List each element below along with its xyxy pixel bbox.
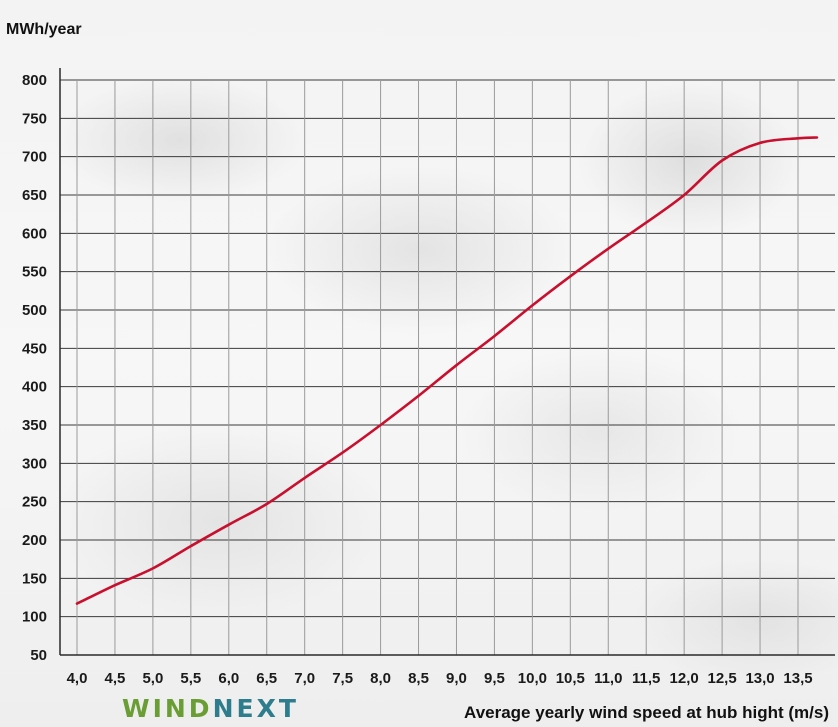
x-tick-labels: 4,0 4,5 5,0 5,5 6,0 6,5 7,0 7,5 8,0 8,5 9,0 9,5 10,0… (67, 670, 813, 687)
y-tick-label: 450 (22, 340, 47, 357)
x-tick-label: 9,0 (446, 670, 467, 687)
y-tick-label: 100 (22, 609, 47, 626)
x-tick-label: 13,0 (745, 670, 774, 687)
x-tick-label: 12,0 (670, 670, 699, 687)
y-tick-labels: 50 100 150 200 250 300 350 400 450 500 550 600 650 70… (22, 72, 47, 664)
y-tick-label: 750 (22, 110, 47, 127)
y-tick-label: 150 (22, 570, 47, 587)
y-tick-label: 800 (22, 72, 47, 89)
x-tick-label: 5,0 (142, 670, 163, 687)
x-tick-label: 6,5 (256, 670, 277, 687)
x-tick-label: 11,0 (594, 670, 622, 687)
x-tick-label: 8,0 (370, 670, 391, 687)
grid-lines (60, 79, 835, 656)
x-tick-label: 13,5 (783, 670, 812, 687)
y-tick-label: 350 (22, 417, 47, 434)
y-tick-label: 650 (22, 187, 47, 204)
y-tick-label: 50 (30, 647, 47, 664)
x-tick-label: 12,5 (708, 670, 737, 687)
series-line (75, 136, 819, 605)
windnext-logo: WINDNEXT (122, 694, 299, 724)
y-tick-label: 600 (22, 225, 47, 242)
x-tick-label: 10,0 (518, 670, 547, 687)
series-group (75, 136, 819, 605)
x-tick-label: 4,0 (67, 670, 88, 687)
y-tick-label: 400 (22, 379, 47, 396)
x-tick-label: 4,5 (105, 670, 126, 687)
x-tick-label: 5,5 (180, 670, 201, 687)
y-tick-label: 300 (22, 455, 47, 472)
x-tick-label: 10,5 (556, 670, 585, 687)
y-tick-label: 250 (22, 494, 47, 511)
logo-next: NEXT (212, 694, 299, 723)
x-tick-label: 6,0 (218, 670, 239, 687)
axes (59, 68, 835, 656)
x-axis-label: Average yearly wind speed at hub hight (… (464, 703, 829, 722)
x-tick-label: 7,0 (294, 670, 315, 687)
y-tick-label: 700 (22, 149, 47, 166)
x-tick-label: 11,5 (632, 670, 660, 687)
x-tick-label: 9,5 (484, 670, 505, 687)
x-tick-label: 8,5 (408, 670, 429, 687)
x-tick-label: 7,5 (332, 670, 353, 687)
y-tick-label: 500 (22, 302, 47, 319)
logo-wind: WIND (122, 694, 213, 723)
y-tick-label: 550 (22, 264, 47, 281)
y-tick-label: 200 (22, 532, 47, 549)
y-axis-label: MWh/year (6, 21, 82, 38)
